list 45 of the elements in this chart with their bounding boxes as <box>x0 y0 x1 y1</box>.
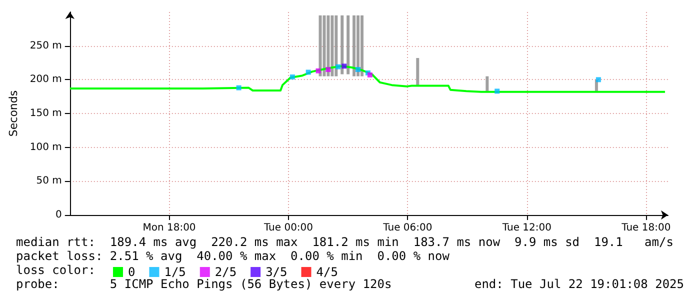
bar <box>356 15 360 76</box>
bar <box>416 58 420 86</box>
bar <box>334 15 338 76</box>
line-series <box>68 65 666 93</box>
bar <box>352 15 356 76</box>
bar <box>326 15 330 76</box>
x-tick-label: Tue 06:00 <box>382 222 432 234</box>
y-tick-label: 0 <box>56 210 62 220</box>
point <box>494 88 500 94</box>
bar <box>322 15 326 76</box>
bar <box>346 15 350 74</box>
point <box>236 85 242 90</box>
y-tick-label: 200 m <box>30 74 62 86</box>
bar <box>330 15 334 76</box>
y-tick-label: 100 m <box>30 142 62 153</box>
point <box>342 64 347 69</box>
text: end: Tue Jul 22 19:01:08 2025 <box>474 277 684 291</box>
y-tick-label: 150 m <box>30 108 62 119</box>
bar <box>318 15 322 76</box>
text: probe: 5 ICMP Echo Pings (56 Bytes) every 120s <box>16 277 392 291</box>
x-tick-label: Tue 12:00 <box>501 222 552 234</box>
bar <box>360 15 364 76</box>
point <box>326 67 331 72</box>
legend-label: 3/5 <box>266 265 288 279</box>
point <box>316 68 321 74</box>
point <box>336 64 341 70</box>
y-tick-label: 50 m <box>36 176 62 187</box>
x-tick-label: Tue 18:00 <box>620 222 671 234</box>
bar <box>340 15 344 74</box>
legend-label: 1/5 <box>164 265 186 279</box>
text: median rtt: 189.4 ms avg 220.2 ms max 181.2 ms min 183.7 ms now 9.9 ms sd 19.1 am/s <box>16 235 674 249</box>
point <box>356 67 361 72</box>
legend-label: 2/5 <box>214 265 237 279</box>
point <box>596 77 601 82</box>
legend-label: 4/5 <box>316 265 338 279</box>
bar <box>486 76 489 92</box>
text: packet loss: 2.51 % avg 40.00 % max 0.00 % min 0.00 % now <box>16 249 450 263</box>
legend-label: 0 <box>128 265 136 279</box>
x-tick-label: Mon 18:00 <box>142 222 196 234</box>
y-axis-title: Seconds <box>7 90 20 137</box>
x-tick-label: Tue 00:00 <box>262 222 314 234</box>
point <box>290 74 295 80</box>
y-tick-label: 250 m <box>30 40 62 52</box>
legend-title: loss color: <box>16 263 96 277</box>
point <box>306 70 311 75</box>
